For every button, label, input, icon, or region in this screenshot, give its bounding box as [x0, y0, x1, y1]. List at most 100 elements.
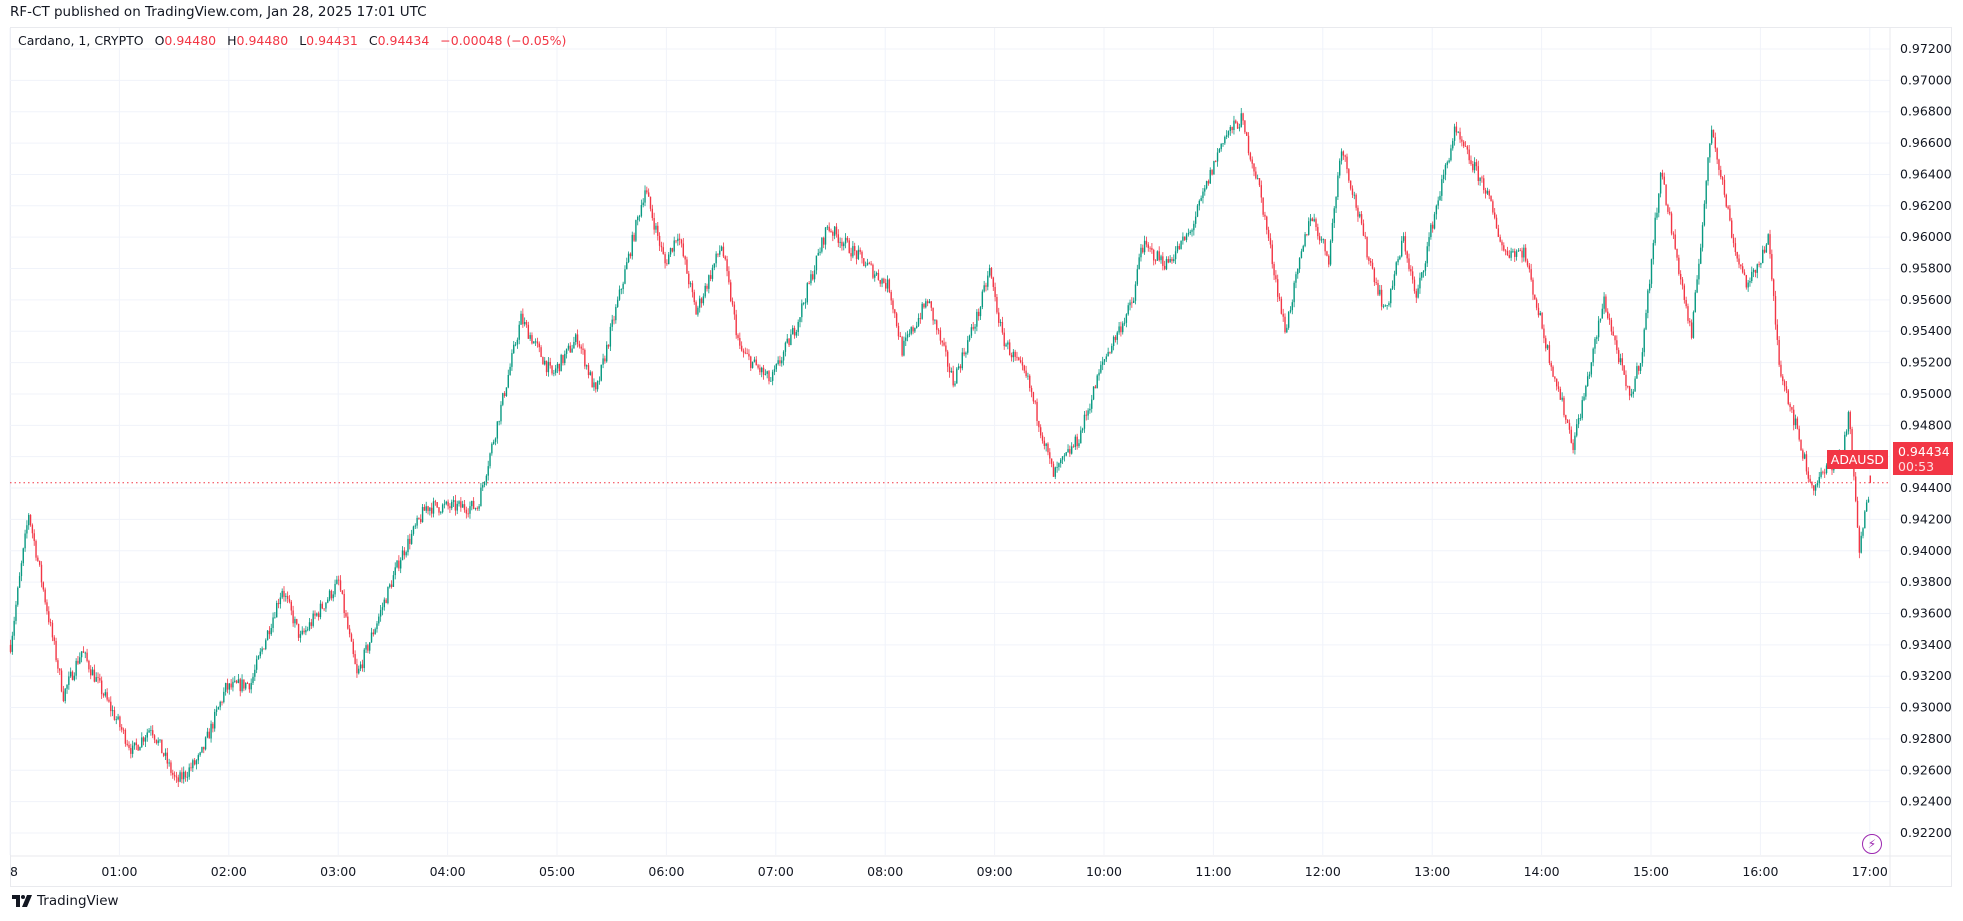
symbol-name[interactable]: Cardano, 1, CRYPTO — [18, 33, 144, 48]
candle-body — [1309, 218, 1312, 222]
candle-body — [1430, 224, 1432, 238]
candle-body — [102, 694, 105, 696]
candle-body — [1446, 162, 1448, 165]
candle-body — [148, 730, 150, 733]
candle-body — [1032, 392, 1035, 402]
candle-body — [766, 371, 768, 374]
candle-body — [1508, 255, 1510, 258]
candle-body — [15, 604, 17, 621]
candle-body — [122, 729, 125, 731]
candle-body — [1236, 123, 1239, 129]
candle-body — [1867, 499, 1870, 503]
price-tick: 0.94400 — [1900, 480, 1952, 495]
candle-body — [1690, 322, 1693, 338]
candle-body — [1008, 342, 1011, 356]
candle-body — [994, 286, 996, 297]
candle-body — [1269, 238, 1272, 245]
candle-body — [1162, 256, 1164, 266]
candle-body — [1490, 195, 1492, 202]
candle-body — [352, 641, 354, 655]
candle-body — [1638, 366, 1640, 371]
candle-body — [79, 657, 81, 664]
candle-body — [1607, 311, 1609, 319]
candle-body — [53, 637, 55, 641]
candle-body — [655, 225, 657, 230]
candle-body — [1426, 246, 1428, 264]
candle-body — [607, 344, 610, 347]
candle-body — [1421, 272, 1423, 278]
candle-body — [965, 352, 967, 355]
candle-body — [1698, 263, 1700, 280]
candle-body — [585, 365, 588, 367]
price-axis[interactable]: 0.97200 0.97000 0.96800 0.96600 0.96400 0.962… — [1900, 41, 1952, 840]
candle-body — [970, 327, 973, 336]
candle-body — [1506, 251, 1509, 256]
candle-body — [1736, 251, 1738, 259]
candle-body — [1468, 149, 1470, 161]
candle-body — [1479, 177, 1481, 181]
candle-body — [485, 475, 488, 482]
price-tick: 0.96400 — [1900, 166, 1952, 181]
candle-body — [374, 629, 376, 635]
candle-body — [166, 752, 169, 764]
candle-body — [1435, 205, 1438, 215]
lightning-bolt-icon[interactable]: ⚡ — [1862, 834, 1882, 854]
candle-body — [1499, 236, 1501, 242]
price-tick: 0.92200 — [1900, 825, 1952, 840]
candle-body — [22, 548, 24, 564]
candle-body — [686, 259, 688, 274]
candle-body — [992, 277, 994, 287]
candle-body — [252, 676, 254, 683]
candle-body — [1820, 471, 1822, 477]
candle-body — [819, 251, 821, 253]
candle-body — [48, 611, 50, 623]
candle-body — [525, 321, 528, 325]
candle-body — [575, 334, 577, 342]
candle-body — [1287, 311, 1290, 328]
candle-body — [1521, 250, 1523, 258]
candle-body — [1275, 275, 1277, 280]
candle-body — [219, 701, 221, 708]
candle-body — [59, 668, 61, 671]
candle-body — [1315, 219, 1317, 228]
candle-body — [367, 645, 369, 651]
candle-body — [188, 767, 190, 777]
candle-body — [1692, 312, 1695, 338]
candle-body — [37, 557, 39, 561]
high-value: 0.94480 — [236, 33, 289, 48]
candle-body — [130, 748, 132, 754]
candle-body — [1586, 376, 1589, 386]
candle-body — [912, 327, 914, 332]
candle-body — [1718, 159, 1720, 170]
candle-body — [447, 501, 449, 507]
candle-body — [469, 506, 471, 514]
candle-body — [815, 255, 818, 271]
candle-body — [343, 593, 345, 614]
candle-body — [1049, 452, 1051, 459]
candle-body — [1081, 428, 1084, 431]
candle-body — [321, 603, 323, 609]
time-axis[interactable]: 8 01:00 02:00 03:00 04:00 05:00 06:00 07:00 08:0… — [10, 864, 1888, 879]
candle-body — [1439, 195, 1441, 201]
candle-body — [416, 517, 418, 526]
candle-body — [381, 607, 384, 610]
candle-body — [389, 584, 391, 587]
candle-body — [897, 325, 900, 337]
time-tick: 11:00 — [1195, 864, 1231, 879]
candle-body — [1029, 375, 1031, 388]
candle-body — [434, 501, 437, 503]
candle-body — [542, 356, 544, 365]
candle-body — [1359, 214, 1361, 217]
candle-body — [1045, 443, 1047, 446]
candle-body — [1362, 223, 1365, 236]
candle-body — [28, 514, 30, 526]
candle-body — [1588, 374, 1591, 377]
candle-body — [522, 313, 524, 325]
candle-body — [478, 506, 480, 509]
candle-body — [1860, 535, 1862, 553]
candle-body — [1194, 216, 1197, 224]
candle-body — [1643, 329, 1645, 353]
candle-body — [137, 745, 139, 751]
candle-body — [1760, 263, 1762, 265]
